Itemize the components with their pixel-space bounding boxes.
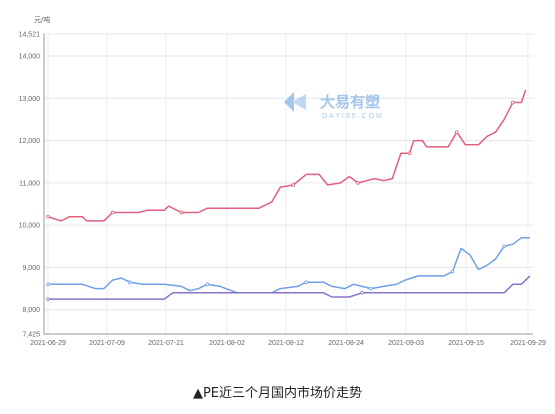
y-tick-labels: 7,425 8,000 9,000 10,000 11,000 12,000 13,000 1… xyxy=(19,32,41,339)
watermark-sub: DAYI35.COM xyxy=(322,113,384,120)
series-2 xyxy=(46,237,530,294)
y-tick-label: 12,000 xyxy=(19,138,41,145)
data-point xyxy=(502,244,506,249)
y-tick-label: 11,000 xyxy=(19,180,40,187)
data-point xyxy=(368,286,373,291)
data-point xyxy=(407,151,412,156)
data-point xyxy=(46,282,50,287)
x-tick-label: 2021-07-21 xyxy=(148,340,184,347)
data-point xyxy=(205,282,210,287)
watermark-text: 大易有塑 xyxy=(320,93,380,111)
data-point xyxy=(455,130,459,134)
y-tick-label: 14,000 xyxy=(19,54,41,61)
axes xyxy=(43,34,533,335)
y-tick-label: 13,000 xyxy=(19,96,41,103)
data-point xyxy=(450,269,455,274)
y-unit-label: 元/吨 xyxy=(34,15,50,24)
series-layer xyxy=(46,89,531,301)
x-tick-label: 2021-08-12 xyxy=(268,340,304,347)
y-tick-label: 14,521 xyxy=(19,32,41,39)
data-point xyxy=(127,280,132,285)
x-tick-label: 2021-09-15 xyxy=(448,340,484,347)
data-point xyxy=(46,297,50,301)
watermark-logo-icon xyxy=(284,92,306,112)
x-tick-label: 2021-08-02 xyxy=(209,340,245,347)
y-tick-label: 8,000 xyxy=(22,307,40,314)
y-tick-label: 7,425 xyxy=(22,332,40,339)
series-line xyxy=(47,89,527,222)
x-tick-label: 2021-09-03 xyxy=(388,340,424,347)
data-point xyxy=(304,280,309,285)
data-point xyxy=(291,183,296,187)
data-point xyxy=(510,100,515,105)
grid-lines xyxy=(44,33,533,335)
x-tick-label: 2021-09-29 xyxy=(510,340,546,347)
y-tick-label: 9,000 xyxy=(22,265,40,272)
x-tick-labels: 2021-06-29 2021-07-09 2021-07-21 2021-08-02… xyxy=(30,340,546,347)
chart-caption: ▲PE近三个月国内市场价走势 xyxy=(192,386,363,401)
x-tick-label: 2021-06-29 xyxy=(30,340,66,347)
x-tick-label: 2021-07-09 xyxy=(89,340,125,347)
data-point xyxy=(179,210,184,215)
x-tick-label: 2021-08-24 xyxy=(328,340,364,347)
series-line xyxy=(48,275,531,300)
series-3 xyxy=(46,275,531,301)
series-1 xyxy=(46,89,527,222)
data-point xyxy=(356,181,360,185)
data-point xyxy=(110,210,115,215)
series-line xyxy=(48,237,530,294)
watermark: 大易有塑 DAYI35.COM xyxy=(284,92,384,120)
y-tick-label: 10,000 xyxy=(19,223,41,230)
data-point xyxy=(46,214,50,219)
data-point xyxy=(360,290,364,295)
